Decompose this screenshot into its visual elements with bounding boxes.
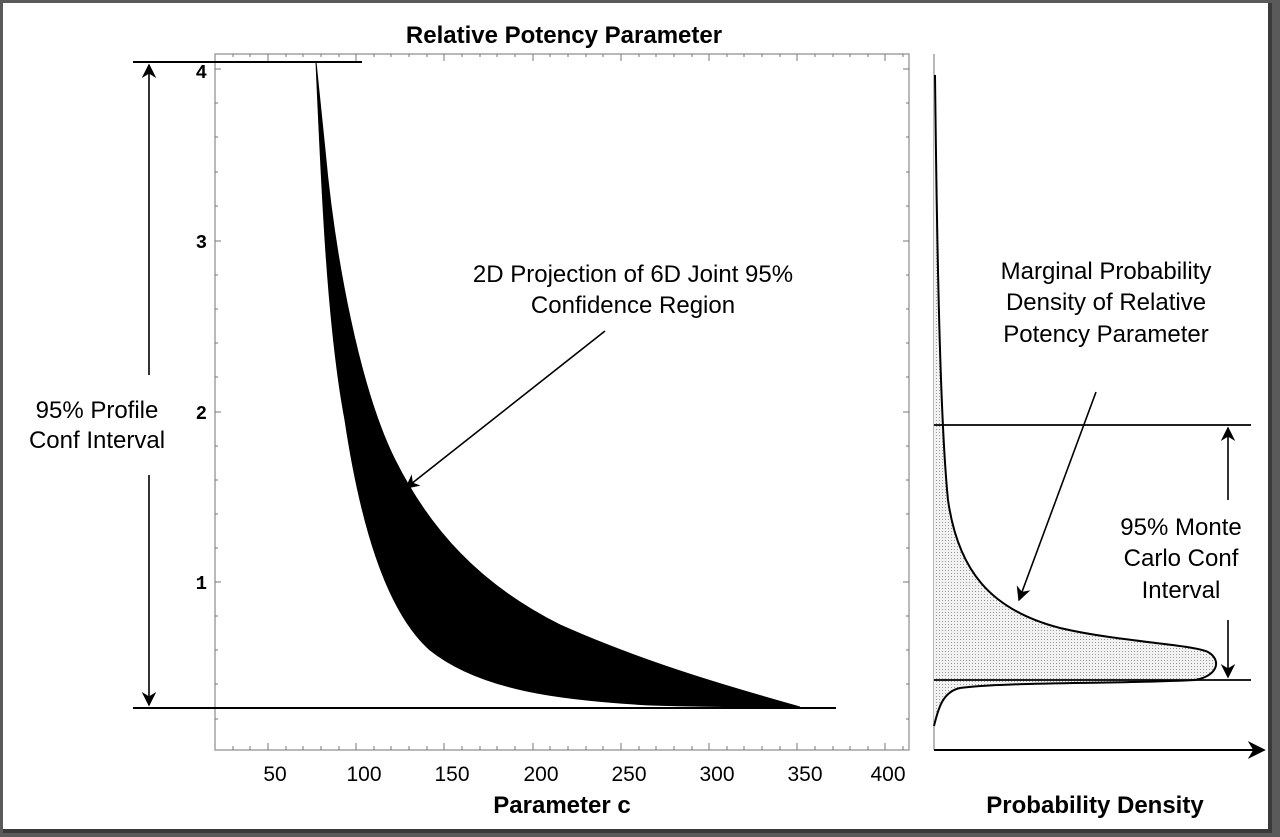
- plot-frame: [214, 53, 910, 751]
- y-tick-label: 4: [196, 62, 207, 84]
- marginal-density-curve: [933, 74, 1218, 727]
- region-annotation-line1: 2D Projection of 6D Joint 95%: [473, 261, 793, 288]
- y-tick-label: 1: [196, 573, 207, 595]
- x-tick-label: 100: [346, 763, 381, 786]
- x-tick-label: 250: [611, 763, 646, 786]
- confidence-region-band: [315, 61, 801, 708]
- right-plot: 95% Monte Carlo Conf Interval Marginal P…: [933, 54, 1266, 819]
- x-tick-label: 400: [870, 763, 905, 786]
- x-tick-label: 150: [434, 763, 469, 786]
- marginal-annotation-line3: Potency Parameter: [1003, 321, 1208, 348]
- marginal-annotation-line2: Density of Relative: [1006, 289, 1206, 316]
- chart-title: Relative Potency Parameter: [406, 22, 722, 49]
- mc-ci-label-line2: Carlo Conf: [1124, 545, 1239, 572]
- marginal-annotation-line1: Marginal Probability: [1001, 258, 1212, 285]
- y-tick-label: 3: [196, 232, 207, 254]
- marginal-annotation-arrow: [1016, 391, 1097, 602]
- marginal-density-area: [934, 75, 1217, 726]
- region-annotation-line2: Confidence Region: [531, 292, 735, 319]
- x-tick-label: 300: [699, 763, 734, 786]
- x-tick-label: 200: [523, 763, 558, 786]
- profile-ci-label-line2: Conf Interval: [29, 427, 165, 454]
- x-tick-label: 50: [263, 763, 286, 786]
- left-plot: Relative Potency Parameter: [29, 22, 910, 819]
- x-tick-label: 350: [787, 763, 822, 786]
- y-tick-label: 2: [196, 403, 207, 425]
- mc-ci-label-line1: 95% Monte: [1120, 514, 1241, 541]
- mc-ci-label-line3: Interval: [1142, 577, 1221, 604]
- y-axis-ticks: [215, 68, 909, 720]
- x-axis-label: Parameter c: [493, 792, 630, 819]
- x-axis-ticks: [232, 54, 904, 750]
- density-axis-label: Probability Density: [986, 792, 1204, 819]
- region-annotation-arrow: [404, 330, 606, 489]
- profile-ci-label-line1: 95% Profile: [36, 397, 159, 424]
